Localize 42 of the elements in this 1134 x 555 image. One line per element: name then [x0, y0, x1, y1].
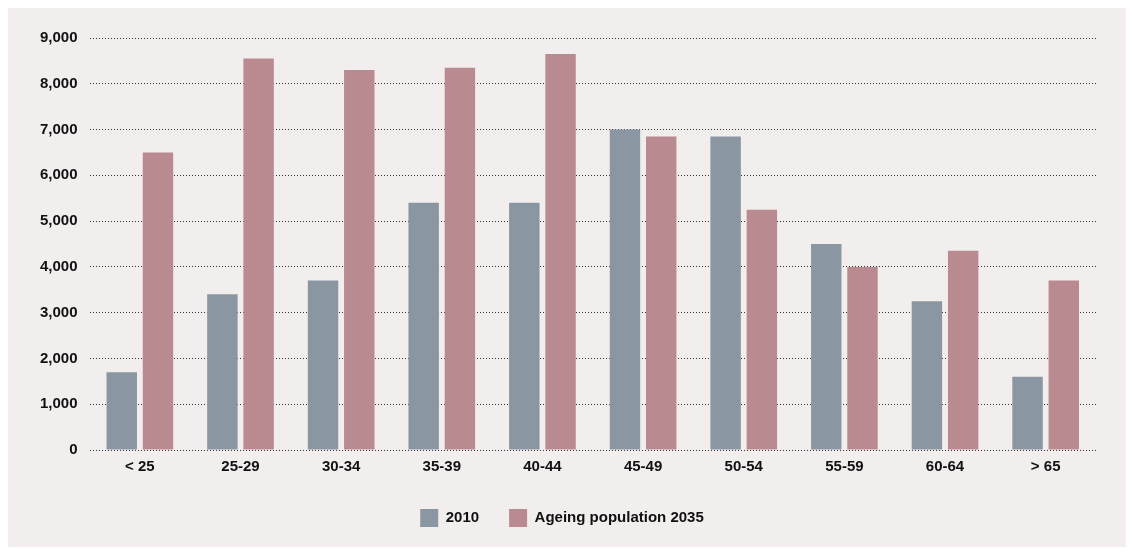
x-tick-label: 55-59	[825, 457, 864, 475]
x-tick-label: 60-64	[925, 457, 965, 475]
bar	[207, 294, 238, 450]
bar	[106, 372, 137, 450]
bar	[746, 209, 778, 450]
y-tick-label: 1,000	[39, 394, 78, 412]
bar	[1048, 280, 1080, 450]
bar	[710, 136, 741, 450]
bar	[911, 301, 943, 450]
x-tick-label: 30-34	[321, 457, 361, 475]
y-tick-label: 7,000	[39, 119, 78, 137]
x-tick-label: 50-54	[724, 457, 764, 475]
x-tick-label: 45-49	[623, 457, 663, 475]
bar	[142, 152, 174, 450]
x-tick-label: > 65	[1030, 457, 1061, 475]
y-tick-label: 0	[69, 440, 78, 458]
y-tick-label: 5,000	[39, 211, 78, 229]
legend-label: Ageing population 2035	[534, 508, 704, 526]
x-tick-label: < 25	[125, 457, 155, 475]
y-tick-label: 2,000	[39, 348, 78, 366]
y-tick-label: 9,000	[39, 28, 78, 46]
x-tick-label: 40-44	[523, 457, 563, 475]
bar	[509, 202, 540, 450]
y-tick-label: 4,000	[39, 257, 78, 275]
y-tick-label: 8,000	[39, 73, 78, 91]
x-tick-label: 25-29	[221, 457, 260, 475]
bar	[1012, 376, 1043, 450]
bar	[545, 54, 576, 450]
bar	[307, 280, 339, 450]
bar	[243, 58, 274, 450]
bar	[444, 67, 476, 450]
y-tick-label: 3,000	[39, 302, 78, 320]
bar	[645, 136, 677, 450]
bar	[847, 266, 878, 450]
bar	[947, 250, 979, 450]
x-tick-label: 35-39	[422, 457, 461, 475]
bar	[408, 202, 439, 450]
bar	[344, 70, 375, 450]
bar	[609, 129, 641, 450]
bar	[811, 244, 842, 450]
legend-label: 2010	[445, 508, 480, 526]
y-tick-label: 6,000	[39, 165, 78, 183]
